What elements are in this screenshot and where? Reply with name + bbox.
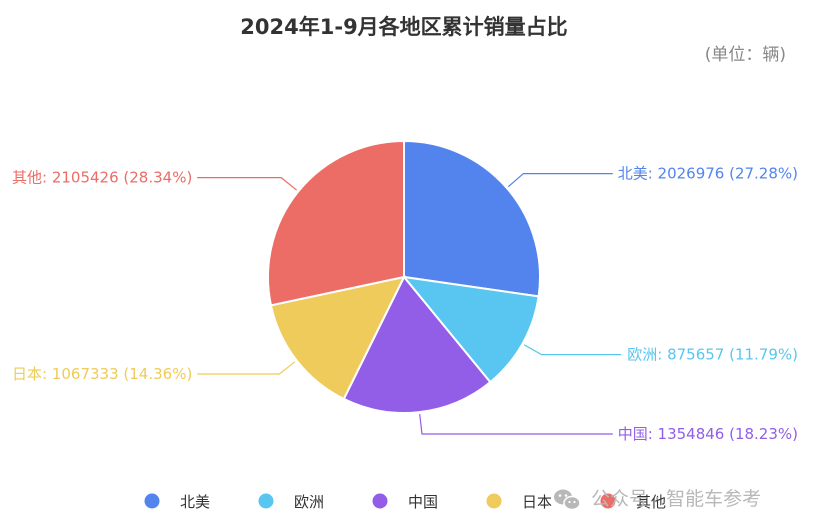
- legend-item-0[interactable]: 北美: [144, 493, 211, 511]
- legend-marker-0: [144, 493, 160, 509]
- legend-item-3[interactable]: 日本: [486, 493, 553, 511]
- legend-marker-4: [600, 493, 616, 509]
- slice-label-4: 其他: 2105426 (28.34%): [12, 169, 192, 187]
- pie-slices: [267, 139, 542, 414]
- legend-marker-1: [258, 493, 274, 509]
- legend-label-0: 北美: [180, 493, 210, 511]
- pie-slice-3: [269, 275, 406, 401]
- legend-marker-3: [486, 493, 502, 509]
- wechat-icon: [554, 489, 581, 511]
- pie-slice-1: [401, 275, 540, 384]
- legend-label-2: 中国: [408, 493, 438, 511]
- unit-label: (单位：辆): [705, 45, 786, 65]
- slice-label-3: 日本: 1067333 (14.36%): [12, 365, 192, 383]
- pie-slice-4: [267, 139, 405, 307]
- legend-item-2[interactable]: 中国: [372, 493, 439, 511]
- legend-item-1[interactable]: 欧洲: [258, 493, 325, 511]
- watermark: 公众号 · 智能车参考: [554, 488, 761, 511]
- legend-label-4: 其他: [636, 493, 666, 511]
- pie-slice-0: [403, 139, 542, 298]
- slice-label-0: 北美: 2026976 (27.28%): [618, 165, 798, 183]
- chart-title: 2024年1-9月各地区累计销量占比: [240, 15, 567, 39]
- leader-lines: [197, 173, 622, 435]
- leader-line-1: [523, 344, 622, 356]
- legend-marker-2: [372, 493, 388, 509]
- legend: 北美 欧洲 中国 日本 其他: [144, 493, 667, 511]
- leader-line-4: [197, 177, 298, 191]
- legend-label-1: 欧洲: [294, 493, 324, 511]
- slice-labels: 北美: 2026976 (27.28%) 欧洲: 875657 (11.79%) 中…: [12, 165, 798, 443]
- watermark-text: 公众号 · 智能车参考: [591, 488, 761, 510]
- legend-label-3: 日本: [522, 493, 552, 511]
- slice-label-2: 中国: 1354846 (18.23%): [618, 425, 798, 443]
- leader-line-0: [507, 173, 613, 188]
- leader-line-3: [197, 361, 296, 375]
- slice-label-1: 欧洲: 875657 (11.79%): [627, 346, 798, 364]
- pie-slice-2: [342, 275, 492, 414]
- leader-line-2: [419, 414, 613, 435]
- legend-item-4[interactable]: 其他: [600, 493, 667, 511]
